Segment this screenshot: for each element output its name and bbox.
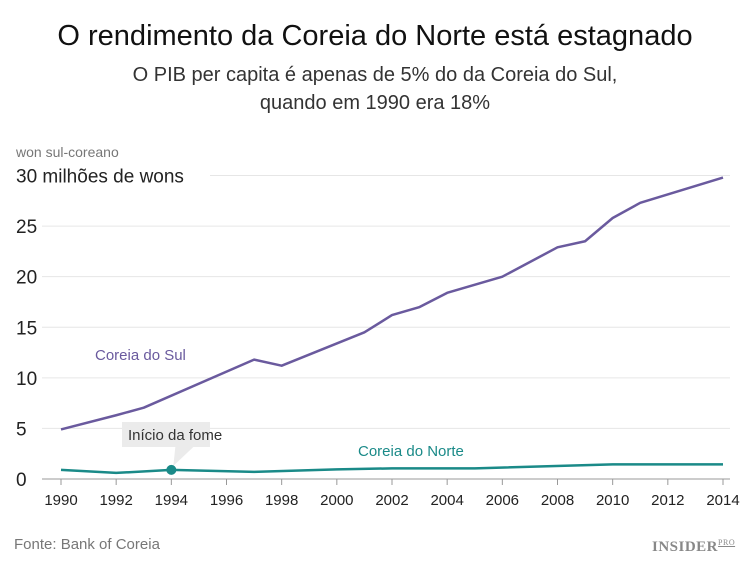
x-tick-label: 2002 xyxy=(375,492,408,509)
series-label-coreia-do-norte: Coreia do Norte xyxy=(358,443,464,460)
y-tick-label: 15 xyxy=(16,318,37,339)
x-tick-label: 2014 xyxy=(706,492,739,509)
x-tick-label: 1996 xyxy=(210,492,243,509)
y-tick-label: 5 xyxy=(16,419,27,440)
x-tick-label: 2004 xyxy=(430,492,463,509)
x-tick-label: 2006 xyxy=(486,492,519,509)
insider-pro-logo: INSIDERPRO xyxy=(652,538,736,555)
y-axis-label: won sul-coreano xyxy=(15,144,119,160)
series-line-coreia-do-norte xyxy=(60,463,723,475)
x-tick-label: 1992 xyxy=(99,492,132,509)
x-tick-label: 1998 xyxy=(265,492,298,509)
series-label-coreia-do-sul: Coreia do Sul xyxy=(95,347,186,364)
chart-subtitle-line-2: quando em 1990 era 18% xyxy=(259,92,491,114)
x-tick-label: 2010 xyxy=(596,492,629,509)
x-tick-label: 1990 xyxy=(44,492,77,509)
y-tick-label: 30 milhões de wons xyxy=(16,167,184,188)
y-tick-label: 10 xyxy=(16,369,37,390)
y-tick-label: 0 xyxy=(16,470,27,491)
chart-subtitle-line-1: O PIB per capita é apenas de 5% do da Co… xyxy=(132,64,618,86)
x-tick-label: 2008 xyxy=(541,492,574,509)
x-tick-label: 2000 xyxy=(320,492,353,509)
y-tick-label: 25 xyxy=(16,217,37,238)
x-tick-label: 1994 xyxy=(155,492,188,509)
chart-title: O rendimento da Coreia do Norte está est… xyxy=(57,20,693,52)
y-tick-label: 20 xyxy=(16,268,37,289)
annotation-pointer xyxy=(173,447,194,466)
annotation-marker xyxy=(166,464,177,475)
series-line-coreia-do-sul xyxy=(60,176,724,431)
annotation-box xyxy=(122,422,210,447)
annotation-label: Início da fome xyxy=(128,427,222,444)
source-note: Fonte: Bank of Coreia xyxy=(14,536,160,553)
x-tick-label: 2012 xyxy=(651,492,684,509)
